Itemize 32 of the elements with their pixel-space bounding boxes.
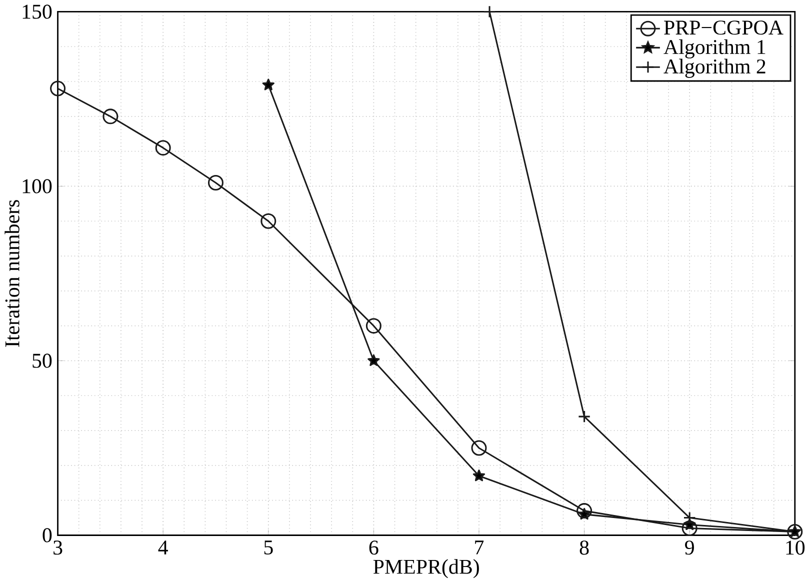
x-tick-label: 4 [158,540,168,554]
point [483,5,496,18]
x-tick-label: 5 [264,540,273,555]
point [576,503,592,519]
point [208,175,224,191]
point [471,440,487,456]
point [366,318,382,334]
x-tick-label: 6 [369,540,378,555]
x-tick-label: 8 [580,540,589,555]
point [683,512,696,524]
point [102,108,118,124]
legend-label: Algorithm 2 [664,58,766,78]
point [260,213,276,229]
x-axis-title: PMEPR(dB) [373,559,479,578]
x-tick-label: 7 [475,540,484,554]
y-axis-title: Iteration numbers [4,200,20,347]
x-tick-label: 10 [786,540,805,555]
legend-label: PRP−CGPOA [664,20,784,35]
point [155,140,171,156]
point [50,80,66,96]
y-tick-label: 100 [22,179,52,194]
point [578,410,591,424]
legend-label: Algorithm 1 [664,39,766,59]
point [262,78,274,90]
y-tick-label: 150 [22,4,52,19]
y-tick-label: 50 [32,354,52,368]
y-tick-label: 0 [42,528,52,542]
point [472,470,486,482]
point [682,520,698,536]
x-tick-label: 3 [54,540,62,555]
x-tick-label: 9 [685,540,694,555]
point [368,354,380,366]
